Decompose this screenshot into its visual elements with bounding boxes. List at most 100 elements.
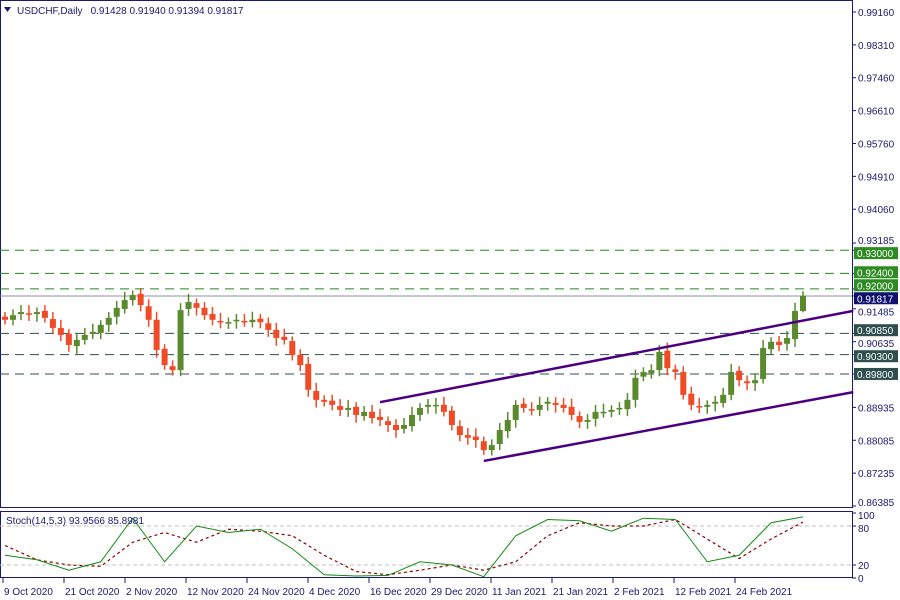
bearish-candle (273, 329, 280, 338)
bearish-candle (257, 318, 264, 323)
bearish-candle (664, 350, 671, 369)
bullish-candle (345, 407, 352, 410)
bearish-candle (464, 435, 471, 438)
bullish-candle (73, 339, 80, 347)
channel-lower-line (483, 390, 854, 463)
bearish-candle (440, 404, 447, 412)
date-tick-label: 11 Jan 2021 (492, 587, 547, 598)
bullish-candle (113, 307, 120, 317)
price-tick-label: 0.94060 (858, 205, 895, 216)
bearish-candle (209, 314, 216, 320)
bullish-candle (361, 411, 368, 417)
price-tick-label: 0.93185 (858, 236, 895, 247)
bullish-candle (416, 407, 423, 415)
bearish-candle (281, 336, 288, 340)
date-tick-label: 12 Nov 2020 (187, 587, 244, 598)
bearish-candle (377, 416, 384, 420)
level-price-label: 0.92400 (857, 268, 894, 279)
bullish-candle (496, 430, 503, 444)
bullish-candle (408, 414, 415, 427)
stoch-tick-label: 0 (858, 574, 864, 585)
stoch-tick-label: 100 (858, 511, 875, 522)
bullish-candle (720, 394, 727, 403)
bullish-candle (656, 351, 663, 371)
level-price-label: 0.93000 (857, 249, 894, 260)
bearish-candle (393, 424, 400, 431)
bearish-candle (552, 402, 559, 405)
bullish-candle (704, 404, 711, 407)
bullish-candle (536, 404, 543, 410)
bearish-candle (337, 406, 344, 410)
date-tick-label: 29 Dec 2020 (431, 587, 488, 598)
bearish-candle (321, 399, 328, 402)
bullish-candle (648, 370, 655, 374)
price-tick-label: 0.91485 (858, 307, 895, 318)
bullish-candle (424, 404, 431, 407)
stoch-signal-line (4, 518, 804, 576)
bearish-candle (776, 341, 783, 345)
date-tick-label: 24 Feb 2021 (736, 587, 793, 598)
bearish-candle (736, 370, 743, 381)
bullish-candle (512, 404, 519, 420)
bullish-candle (544, 401, 551, 404)
bearish-candle (265, 323, 272, 330)
price-tick-label: 0.88085 (858, 436, 895, 447)
price-tick-label: 0.96610 (858, 107, 895, 118)
bearish-candle (153, 319, 160, 350)
bearish-candle (145, 306, 152, 320)
bearish-candle (313, 390, 320, 400)
bearish-candle (169, 366, 176, 371)
level-price-label: 0.90850 (857, 326, 894, 337)
date-tick-label: 9 Oct 2020 (4, 587, 53, 598)
symbol-timeframe: USDCHF,Daily (17, 6, 83, 17)
level-price-badge (854, 350, 898, 363)
price-tick-label: 0.90635 (858, 339, 895, 350)
bullish-candle (185, 302, 192, 309)
bullish-candle (97, 324, 104, 333)
stoch-main-line (4, 516, 804, 578)
bullish-candle (121, 300, 128, 309)
bearish-candle (305, 363, 312, 390)
bearish-candle (137, 293, 144, 306)
bearish-candle (520, 403, 527, 408)
bearish-candle (480, 441, 487, 451)
bullish-candle (800, 295, 806, 311)
bearish-candle (49, 319, 56, 328)
level-price-badge (854, 247, 898, 260)
channel-upper-line (379, 309, 854, 404)
bullish-candle (249, 319, 256, 323)
bearish-candle (57, 327, 64, 335)
bullish-candle (17, 312, 24, 315)
price-tick-label: 0.87235 (858, 469, 895, 480)
bearish-candle (241, 320, 248, 323)
bearish-candle (696, 406, 703, 408)
bullish-candle (9, 315, 16, 320)
bearish-candle (217, 320, 224, 323)
bullish-candle (584, 419, 591, 422)
stoch-label: Stoch(14,5,3) 93.9566 85.8981 (6, 516, 144, 527)
bearish-candle (448, 410, 455, 425)
dropdown-triangle-icon[interactable] (4, 7, 11, 12)
bullish-candle (432, 404, 439, 407)
bullish-candle (81, 334, 88, 340)
bearish-candle (456, 426, 463, 436)
bullish-candle (177, 310, 184, 371)
bearish-candle (297, 354, 304, 366)
bearish-candle (672, 369, 679, 373)
level-price-badge (854, 367, 898, 380)
bearish-candle (385, 421, 392, 425)
current-price-label: 0.91817 (857, 294, 894, 305)
price-tick-label: 0.88935 (858, 403, 895, 414)
bullish-candle (89, 331, 96, 334)
stoch-tick-label: 20 (858, 561, 870, 572)
bullish-candle (632, 377, 639, 400)
date-tick-label: 2 Nov 2020 (126, 587, 178, 598)
bearish-candle (25, 313, 32, 315)
ohlc-values: 0.91428 0.91940 0.91394 0.91817 (91, 6, 244, 17)
price-tick-label: 0.99160 (858, 8, 895, 19)
bearish-candle (329, 400, 336, 405)
bullish-candle (792, 310, 799, 340)
bullish-candle (616, 407, 623, 410)
price-tick-label: 0.97460 (858, 74, 895, 85)
